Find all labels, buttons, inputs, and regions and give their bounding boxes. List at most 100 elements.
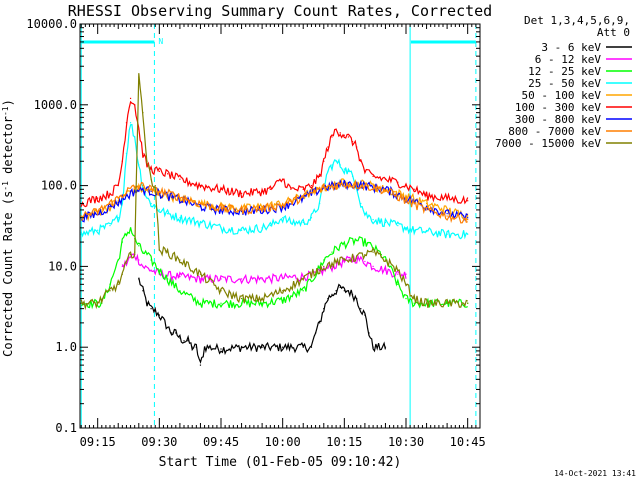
series-2-point-12: [158, 269, 160, 271]
series-1-point-10: [220, 278, 222, 280]
series-5-point-33: [356, 146, 358, 148]
series-5-point-7: [134, 104, 136, 106]
plot-frame: [79, 23, 481, 429]
legend-header-0: Det 1,3,4,5,6,9,: [524, 14, 630, 27]
series-0-point-16: [220, 348, 222, 350]
series-5-point-25: [323, 160, 325, 162]
series-8-point-8: [138, 76, 140, 78]
series-5-point-27: [331, 136, 333, 138]
series-3-point-10: [146, 197, 148, 199]
legend-label-1: 6 - 12 keV: [535, 53, 602, 66]
series-1-point-18: [339, 262, 341, 264]
series-5-point-20: [282, 178, 284, 180]
series-6-point-20: [384, 188, 387, 190]
plot-axes: 0.1 1.0 10.0 100.0 1000.0 10000.0 09:15 09:30 09…: [26, 17, 485, 449]
y-tick-label-4: 1000.0: [34, 98, 77, 112]
series-8-point-32: [467, 302, 469, 304]
series-5-point-16: [220, 188, 222, 190]
series-7-point-22: [425, 209, 428, 211]
series-7-point-6: [142, 185, 144, 187]
series-3-point-18: [261, 227, 263, 229]
series-0-point-36: [372, 346, 374, 348]
series-0-point-26: [331, 293, 333, 296]
series-2-point-27: [364, 241, 366, 243]
series-1-point-9: [199, 278, 202, 280]
series-3-point-27: [331, 164, 333, 166]
series-3-point-30: [343, 168, 345, 170]
series-0-point-11: [191, 346, 193, 348]
series-5-point-4: [121, 160, 123, 162]
series-8-point-1: [97, 302, 99, 304]
series-3-point-16: [220, 227, 222, 229]
series-0-point-27: [335, 290, 337, 292]
series-3-point-7: [134, 136, 136, 138]
series-1-point-6: [150, 269, 152, 271]
series-3-point-36: [372, 218, 374, 221]
series-0-point-12: [195, 346, 197, 348]
series-7-point-19: [364, 185, 366, 187]
series-4-point-29: [467, 215, 469, 217]
series-5-point-43: [467, 200, 469, 202]
series-8-point-5: [125, 262, 128, 264]
series-8-point-19: [261, 297, 263, 300]
x-tick-label-1: 09:30: [141, 435, 177, 449]
series-5-point-34: [360, 160, 362, 162]
series-6-point-8: [158, 192, 160, 195]
series-5-point-36: [372, 175, 374, 177]
series-5-point-41: [425, 195, 428, 197]
series-7-point-17: [323, 186, 325, 188]
series-6-point-4: [125, 195, 128, 197]
series-2-point-20: [302, 290, 304, 292]
series-3-point-34: [360, 202, 362, 205]
series-5-point-9: [142, 152, 144, 155]
series-5-point-6: [129, 97, 132, 100]
series-6-point-11: [199, 205, 202, 208]
series-3-point-22: [302, 221, 304, 224]
series-8-point-10: [146, 160, 148, 162]
series-5-point-18: [261, 190, 263, 192]
series-2-point-31: [397, 283, 399, 285]
series-2-point-17: [240, 302, 243, 304]
series-1-point-25: [405, 273, 407, 275]
series-8-point-6: [129, 253, 132, 256]
series-0-point-4: [154, 310, 156, 312]
series-6-point-22: [425, 205, 428, 208]
series-3-point-4: [121, 202, 123, 205]
series-4-point-19: [261, 205, 263, 208]
series-0-point-6: [171, 332, 173, 334]
series-1-point-20: [356, 257, 358, 260]
series-7-point-9: [171, 193, 173, 195]
y-tick-label-2: 10.0: [48, 259, 77, 273]
series-5-point-15: [199, 185, 202, 187]
series-1-point-17: [331, 265, 333, 267]
series-5-point-11: [150, 168, 152, 170]
series-0-point-31: [351, 293, 354, 296]
series-3-point-23: [310, 217, 313, 219]
series-0-point-2: [146, 302, 148, 304]
series-7-point-8: [158, 190, 160, 192]
series-2-point-30: [388, 265, 391, 267]
series-8-point-7: [134, 251, 136, 253]
series-2-point-11: [150, 259, 152, 261]
x-tick-label-6: 10:45: [450, 435, 486, 449]
series-1-point-12: [261, 278, 263, 280]
series-3-point-1: [97, 229, 99, 231]
legend-label-5: 100 - 300 keV: [515, 101, 601, 114]
series-2-point-4: [121, 241, 123, 243]
series-8-point-22: [323, 265, 325, 267]
series-1-point-21: [364, 260, 366, 263]
series-0-point-30: [347, 290, 350, 292]
series-5-point-1: [97, 197, 99, 199]
x-tick-label-3: 10:00: [265, 435, 301, 449]
x-tick-label-2: 09:45: [203, 435, 239, 449]
x-tick-label-5: 10:30: [388, 435, 424, 449]
series-0-point-38: [384, 346, 387, 348]
series-1-point-13: [282, 277, 284, 279]
series-3-point-38: [397, 224, 399, 227]
series-2-point-14: [179, 290, 181, 292]
series-7-point-12: [220, 207, 222, 210]
series-0-point-20: [302, 346, 304, 348]
series-6-point-16: [302, 197, 304, 199]
series-4-point-1: [92, 213, 95, 215]
